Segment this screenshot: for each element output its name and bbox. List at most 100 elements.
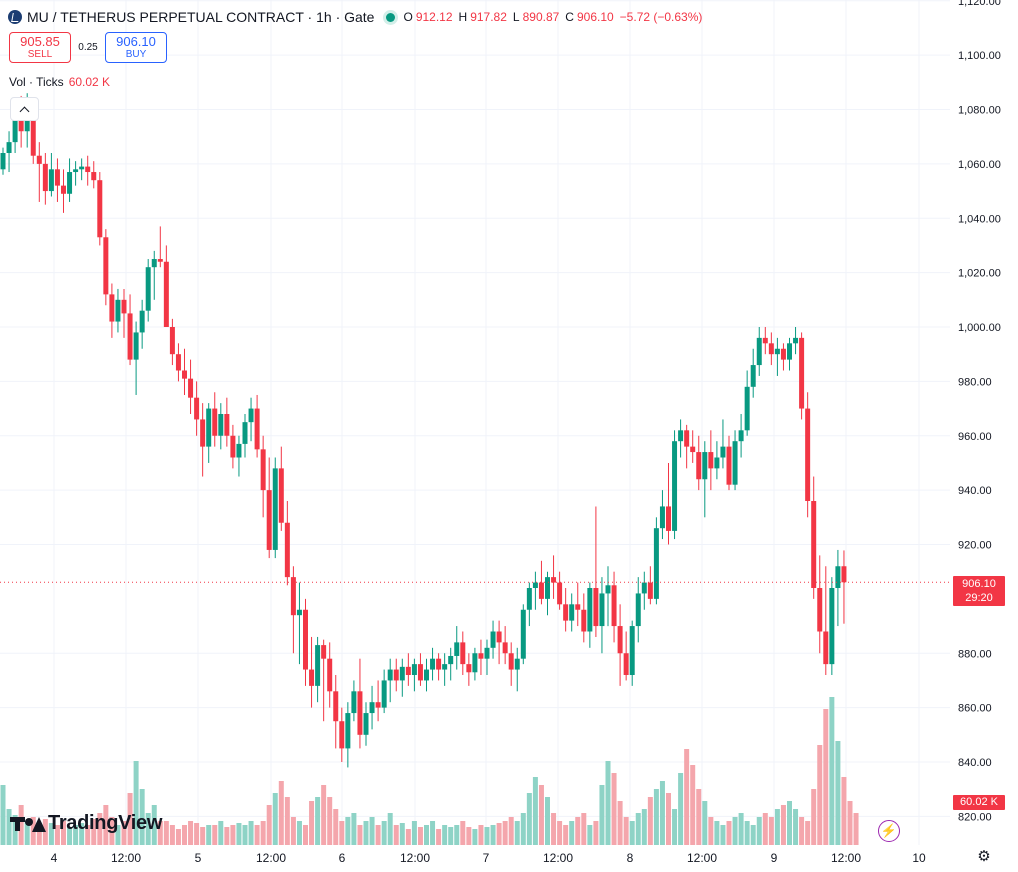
candle	[417, 653, 423, 686]
volume-bar	[103, 805, 109, 845]
volume-bar	[811, 789, 817, 845]
volume-bar	[85, 825, 91, 845]
lightning-icon[interactable]: ⚡	[878, 820, 900, 842]
candle	[811, 476, 817, 599]
volume-bar	[732, 817, 738, 845]
volume-bar	[254, 825, 260, 845]
buy-button[interactable]: 906.10 BUY	[105, 32, 167, 63]
volume-bar	[303, 825, 308, 845]
volume-bar	[242, 825, 248, 845]
volume-bar	[417, 827, 423, 845]
volume-bar	[787, 801, 792, 845]
volume-bar	[194, 823, 200, 845]
candle	[351, 680, 357, 722]
candle	[97, 172, 103, 246]
candle	[484, 639, 490, 675]
volume-bar	[793, 809, 799, 845]
sell-button[interactable]: 905.85 SELL	[9, 32, 71, 63]
time-tick-label: 12:00	[111, 851, 141, 865]
sell-label: SELL	[27, 48, 53, 60]
candle	[593, 506, 599, 637]
collapse-legend-button[interactable]	[10, 97, 39, 121]
volume-bar	[593, 821, 599, 845]
symbol-logo-icon[interactable]	[8, 10, 22, 24]
candle	[538, 560, 544, 605]
volume-bar	[847, 801, 853, 845]
market-status-icon[interactable]	[386, 12, 396, 22]
volume-bar	[200, 827, 206, 845]
price-tick-label: 1,000.00	[958, 322, 1001, 334]
symbol-title[interactable]: MU / TETHERUS PERPETUAL CONTRACT · 1h · …	[27, 9, 375, 25]
time-axis[interactable]: 4 12:00 5 12:00 6 12:00 7 12:00 8 12:00 9 12:00 10	[51, 851, 926, 865]
candle	[442, 653, 448, 686]
time-tick-label: 8	[627, 851, 634, 865]
candle	[466, 653, 472, 686]
time-tick-label: 5	[195, 851, 202, 865]
candle	[133, 321, 139, 395]
candle	[599, 577, 605, 654]
volume-bar	[708, 817, 714, 845]
candle	[206, 403, 212, 463]
candle	[762, 327, 768, 355]
time-tick-label: 4	[51, 851, 58, 865]
volume-bar	[678, 773, 684, 845]
volume-bar	[339, 821, 345, 845]
volume-bar	[672, 809, 678, 845]
candle	[472, 647, 478, 681]
candle	[436, 653, 442, 681]
settings-gear-icon[interactable]: ⚙	[977, 848, 991, 865]
candle	[375, 680, 381, 722]
volume-bar	[484, 827, 490, 845]
candle	[629, 620, 635, 686]
price-tick-label: 860.00	[958, 703, 992, 715]
volume-bar	[756, 817, 762, 845]
volume-bar	[502, 821, 508, 845]
volume-bar	[188, 821, 194, 845]
candle	[532, 571, 538, 610]
candle	[514, 647, 520, 692]
candle	[230, 424, 236, 469]
volume-bar	[333, 809, 339, 845]
volume-bar	[714, 821, 720, 845]
volume-bar	[284, 797, 290, 845]
buy-price: 906.10	[116, 33, 156, 49]
volume-bar	[315, 797, 321, 845]
volume-bar	[605, 761, 611, 845]
volume-legend[interactable]: Vol · Ticks 60.02 K	[9, 75, 110, 89]
change-value: −5.72 (−0.63%)	[619, 10, 703, 24]
time-tick-label: 12:00	[831, 851, 861, 865]
candle	[714, 441, 720, 480]
candle	[151, 250, 157, 300]
last-price-tag: 906.10 29:20	[953, 576, 1005, 606]
volume-bar	[569, 821, 575, 845]
candle	[490, 620, 496, 659]
candle	[103, 229, 109, 306]
volume-bar	[545, 797, 550, 845]
candle	[702, 441, 708, 518]
candle	[829, 577, 835, 675]
volume-bar	[762, 813, 768, 845]
candle	[290, 566, 296, 654]
volume-bar	[230, 825, 236, 845]
volume-bar	[575, 817, 581, 845]
price-axis[interactable]: 1,120.00 1,100.00 1,080.00 1,060.00 1,040.00…	[958, 0, 1001, 823]
candle	[575, 582, 581, 627]
candle	[605, 566, 611, 627]
ohlc-values: O 912.12 H 917.82 L 890.87 C 906.10 −5.72 (−…	[403, 10, 705, 24]
candle	[780, 343, 786, 371]
high-value: 917.82	[470, 10, 507, 24]
price-tick-label: 1,100.00	[958, 50, 1001, 62]
tradingview-logo[interactable]: TradingView	[10, 812, 162, 835]
volume-bar	[805, 821, 811, 845]
volume-bar	[853, 813, 859, 845]
volume-bar	[774, 809, 780, 845]
volume-bar	[411, 821, 417, 845]
candle	[121, 288, 127, 338]
candle	[805, 392, 811, 518]
candle	[738, 414, 744, 458]
volume-bar	[327, 797, 333, 845]
candle	[369, 685, 375, 730]
volume-bar	[750, 825, 756, 845]
volume-bar	[514, 821, 520, 845]
